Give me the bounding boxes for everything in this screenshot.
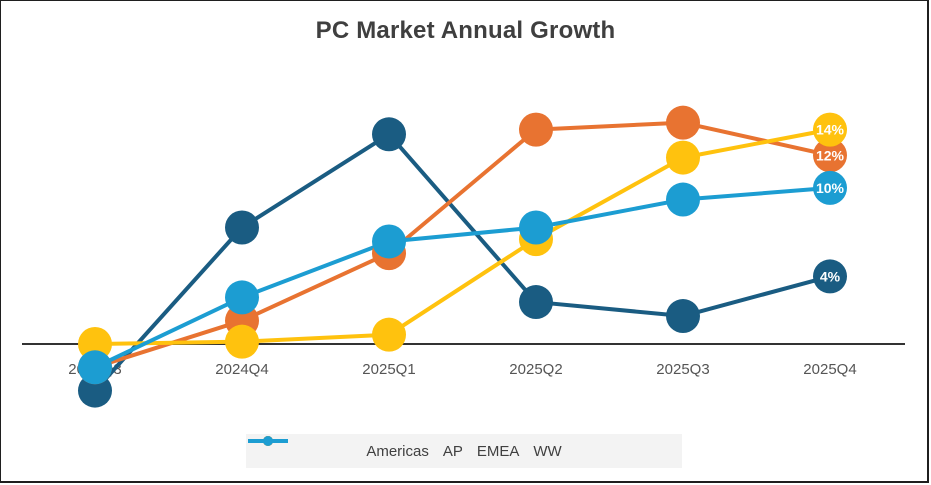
data-point-americas <box>666 299 700 334</box>
data-point-ap <box>666 105 700 140</box>
data-label-americas: 4% <box>820 268 841 284</box>
data-point-emea <box>225 324 259 359</box>
legend-label: Americas <box>366 442 429 460</box>
legend-swatch <box>248 436 288 446</box>
x-tick-label: 2025Q2 <box>509 361 562 378</box>
legend-swatch-marker <box>263 436 273 446</box>
data-label-ap: 12% <box>816 147 845 163</box>
data-point-ww <box>78 350 112 385</box>
data-point-emea <box>78 327 112 361</box>
legend-item-americas: Americas <box>248 436 429 460</box>
data-point-emea <box>372 317 406 352</box>
data-point-ww <box>519 210 553 245</box>
data-point-emea <box>666 140 700 175</box>
data-point-ww <box>666 182 700 217</box>
data-point-emea <box>813 112 847 147</box>
series-line-americas <box>93 132 832 393</box>
x-tick-label: 2025Q1 <box>362 361 415 378</box>
data-label-emea: 14% <box>816 122 845 138</box>
data-point-ap <box>519 112 553 147</box>
series-points <box>78 105 847 408</box>
data-label-ww: 10% <box>816 180 845 196</box>
legend-item-ww: WW <box>248 436 562 460</box>
series-line-ap <box>93 120 832 370</box>
chart-legend: Americas AP EMEA WW <box>246 434 682 468</box>
legend-item-ap: AP <box>248 436 463 460</box>
data-point-ww <box>813 170 847 205</box>
legend-label: EMEA <box>476 442 520 460</box>
series-line-emea <box>93 127 832 346</box>
data-point-ap <box>813 138 847 173</box>
data-point-americas <box>225 210 259 245</box>
legend-label: WW <box>533 442 562 460</box>
legend-label: AP <box>442 442 463 460</box>
axis-layer: 2024Q32024Q42025Q12025Q22025Q32025Q4 <box>22 343 905 378</box>
x-tick-label: 2025Q3 <box>656 361 709 378</box>
x-tick-label: 2025Q4 <box>803 361 856 378</box>
data-point-americas <box>78 373 112 408</box>
data-point-americas <box>519 285 553 320</box>
data-point-ww <box>372 224 406 259</box>
data-point-americas <box>372 117 406 152</box>
x-tick-label: 2024Q4 <box>215 361 268 378</box>
legend-item-emea: EMEA <box>248 436 520 460</box>
series-line-ww <box>93 185 832 370</box>
data-point-americas <box>813 259 847 294</box>
data-labels: 4% 12% 14% 10% <box>816 122 845 285</box>
chart-title: PC Market Annual Growth <box>315 17 616 44</box>
data-point-ww <box>225 280 259 315</box>
series-lines <box>93 120 832 393</box>
